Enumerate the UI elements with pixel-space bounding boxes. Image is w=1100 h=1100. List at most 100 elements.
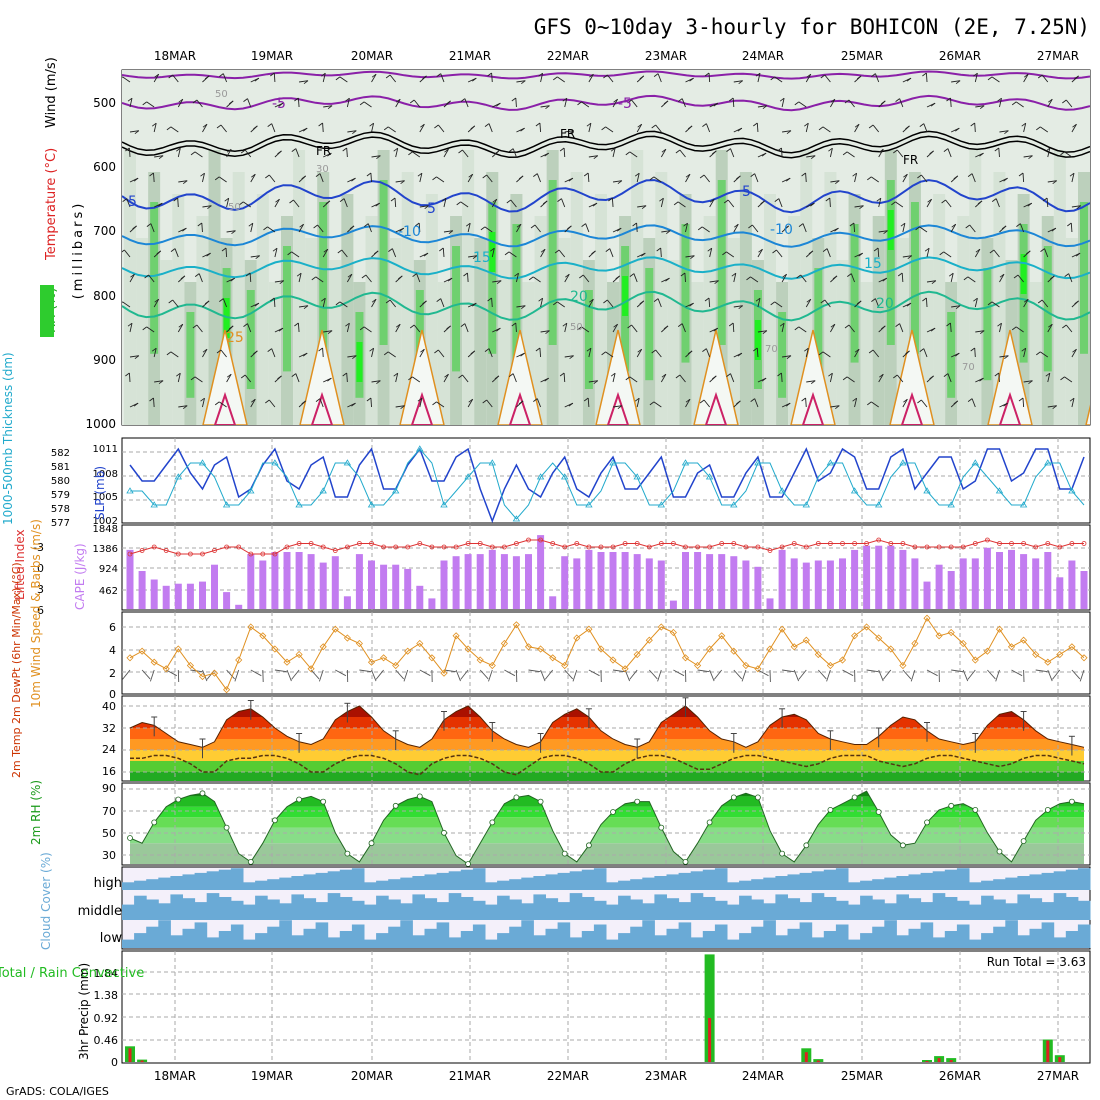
- wind-barb-flag: [192, 99, 198, 104]
- wind-barb-flag: [707, 247, 712, 252]
- cape-bar: [126, 549, 134, 609]
- contour-label: -5: [618, 96, 632, 112]
- wind-barb: [126, 198, 131, 208]
- wind-barb: [629, 151, 638, 158]
- wind-barb-flag: [665, 277, 670, 282]
- wind10m-barb: [286, 669, 292, 682]
- wind-barb-flag: [965, 224, 970, 229]
- wind-barb: [848, 324, 855, 333]
- cloud-cell-low: [956, 924, 970, 948]
- rh2m-point: [610, 809, 616, 815]
- wind-barb: [923, 348, 928, 358]
- wind-barb-flag: [514, 272, 519, 277]
- wind10m-point: [778, 625, 786, 633]
- li-point: [465, 541, 471, 546]
- wind10m-point: [959, 639, 967, 648]
- wind-barb: [226, 148, 232, 158]
- wind-barb: [222, 73, 228, 83]
- wind-barb-flag: [1036, 126, 1041, 131]
- contour-label: 15: [473, 250, 491, 266]
- cloud-cell-middle: [158, 903, 171, 920]
- wind-barb-flag: [653, 73, 659, 77]
- wind-barb-flag: [852, 172, 857, 177]
- wind-barb-flag: [1050, 275, 1055, 280]
- wind10m-point: [766, 645, 774, 653]
- wind-barb: [540, 248, 546, 258]
- li-point: [574, 541, 580, 546]
- cape-bar: [790, 558, 798, 609]
- rh-column: [232, 172, 245, 425]
- wind-barb-flag: [173, 197, 178, 202]
- wind-barb: [128, 147, 131, 158]
- wind-barb: [243, 201, 252, 208]
- wind-barb: [419, 205, 429, 208]
- cape-bar: [186, 583, 194, 609]
- cloud-cell-high: [581, 869, 595, 890]
- wind-barb-flag: [641, 205, 647, 210]
- wind-barb-flag: [738, 305, 743, 310]
- cloud-cells: [122, 868, 1091, 948]
- wind10m-point: [706, 645, 714, 653]
- wind-barb: [267, 226, 276, 233]
- wind-barb: [419, 173, 423, 183]
- wind10m-point: [259, 632, 267, 640]
- wind-barb-flag: [557, 198, 562, 202]
- millibars-axis-title: (millibars): [71, 201, 86, 300]
- rh-column-moist: [886, 180, 895, 345]
- wind-barb: [226, 373, 232, 383]
- wind-barb-flag: [393, 147, 398, 152]
- wind-barb: [346, 273, 353, 283]
- rh2m-tick: 50: [102, 827, 116, 840]
- wind-barb: [588, 348, 592, 358]
- rh-column-moist: [645, 268, 654, 381]
- wind10m-point: [367, 658, 376, 666]
- wind-barb: [540, 330, 550, 333]
- wind-barb-flag: [794, 326, 800, 331]
- wind-barb-flag: [777, 147, 782, 152]
- temp2m-axis: 40 32 24 16: [102, 700, 116, 778]
- cape-bar: [404, 568, 412, 609]
- cape-bars: [126, 535, 1088, 609]
- rh2m-point: [416, 793, 423, 800]
- wind10m-barb: [793, 669, 800, 682]
- wind-barb-flag: [687, 350, 693, 355]
- cloud-cell-low: [593, 924, 607, 948]
- cloud-cell-low: [158, 920, 171, 948]
- li-point: [936, 544, 942, 550]
- wind10m-point: [500, 639, 508, 648]
- wind10m-barb: [1047, 669, 1053, 682]
- wind-barb-flag: [919, 123, 925, 127]
- wind-barb: [655, 349, 662, 358]
- wind-barb: [612, 148, 616, 158]
- wind-barb-flag: [699, 174, 705, 179]
- cloud-cell-middle: [436, 902, 450, 920]
- wind-barb-flag: [1069, 397, 1075, 402]
- cloud-cell-middle: [642, 903, 655, 920]
- wind-barb: [540, 73, 544, 83]
- dry-cone: [299, 329, 345, 425]
- contour-label: 20: [570, 289, 588, 305]
- wind-barb-flag: [559, 372, 565, 377]
- wind-barb-flag: [810, 155, 816, 160]
- wind-barb: [733, 273, 737, 283]
- wind-barb-flag: [176, 147, 181, 152]
- precip-tick: 0.46: [94, 1034, 119, 1047]
- wind-barb: [901, 272, 904, 283]
- wind-barb: [395, 180, 405, 183]
- wind-barb-flag: [463, 272, 468, 277]
- cloud-cell-middle: [860, 895, 873, 920]
- cloud-cell-low: [727, 939, 740, 948]
- cloud-cell-middle: [279, 903, 292, 920]
- cloud-cell-middle: [230, 900, 244, 920]
- wind-barb-flag: [737, 127, 743, 132]
- wind-barb-flag: [1062, 324, 1067, 329]
- rh2m-tick: 90: [102, 782, 116, 795]
- rh-contour-label: 30: [316, 164, 329, 175]
- wind-barb-flag: [673, 201, 679, 206]
- wind-barb-flag: [675, 149, 681, 154]
- wind-barb: [999, 273, 1005, 283]
- wind-barb: [701, 226, 710, 233]
- li-tick: 6: [37, 604, 44, 617]
- cloud-cell-middle: [424, 898, 438, 920]
- wind-barb: [202, 173, 205, 183]
